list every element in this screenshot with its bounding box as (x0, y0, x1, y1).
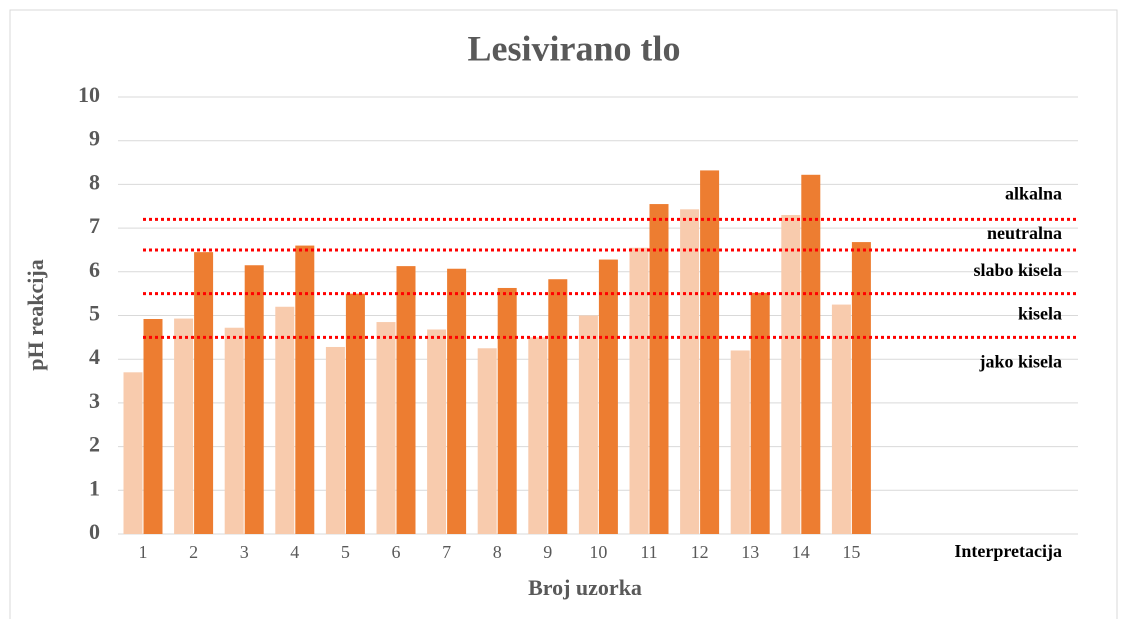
bar (477, 348, 497, 534)
bar (629, 247, 649, 534)
x-tick-label: 12 (691, 542, 709, 562)
bar (376, 322, 396, 534)
x-tick-label: 7 (442, 542, 451, 562)
x-tick-label: 8 (493, 542, 502, 562)
bar (528, 337, 548, 534)
y-tick-label: 8 (89, 169, 100, 194)
x-tick-label: 15 (842, 542, 860, 562)
bar (497, 287, 517, 534)
bar (295, 245, 315, 534)
x-tick-label: 2 (189, 542, 198, 562)
bar (143, 318, 163, 534)
bar (750, 292, 770, 534)
bar (578, 315, 598, 534)
y-tick-label: 6 (89, 257, 100, 282)
y-tick-label: 2 (89, 432, 100, 457)
bar (194, 252, 214, 534)
zone-label: neutralna (987, 223, 1062, 243)
x-tick-label: 5 (341, 542, 350, 562)
x-tick-label: 13 (741, 542, 759, 562)
bar (174, 318, 194, 534)
bar (851, 242, 871, 535)
y-tick-label: 10 (78, 82, 100, 107)
zones-title: Interpretacija (954, 541, 1062, 561)
x-tick-label: 14 (792, 542, 810, 562)
y-tick-label: 0 (89, 519, 100, 544)
y-axis-label: pH reakcija (23, 259, 48, 370)
zone-label: slabo kisela (973, 260, 1062, 280)
y-tick-label: 9 (89, 126, 100, 151)
y-tick-label: 5 (89, 301, 100, 326)
x-tick-label: 6 (392, 542, 401, 562)
bar (123, 372, 143, 534)
bar (598, 259, 618, 534)
zone-label: alkalna (1005, 183, 1062, 203)
chart-title: Lesivirano tlo (468, 28, 681, 68)
bar (700, 170, 720, 534)
bar (244, 265, 264, 534)
x-tick-label: 9 (543, 542, 552, 562)
bar (831, 304, 851, 534)
bar (325, 346, 345, 534)
bar (447, 268, 467, 534)
bar (548, 279, 568, 534)
bar (345, 293, 365, 534)
zone-label: kisela (1018, 304, 1062, 324)
bar (730, 350, 750, 534)
y-tick-label: 7 (89, 213, 100, 238)
zone-label: jako kisela (978, 352, 1062, 372)
x-tick-label: 11 (640, 542, 657, 562)
x-tick-label: 1 (139, 542, 148, 562)
x-tick-label: 3 (240, 542, 249, 562)
x-axis-label: Broj uzorka (528, 575, 642, 600)
x-tick-label: 4 (290, 542, 299, 562)
y-tick-label: 1 (89, 475, 100, 500)
bar (781, 214, 801, 535)
bar (224, 327, 244, 534)
bar (649, 204, 669, 534)
bar (427, 329, 447, 534)
bar (801, 174, 821, 534)
bar (680, 209, 700, 534)
y-tick-label: 4 (89, 344, 100, 369)
y-tick-label: 3 (89, 388, 100, 413)
bar (396, 266, 416, 534)
x-tick-label: 10 (589, 542, 607, 562)
bar (275, 306, 295, 534)
